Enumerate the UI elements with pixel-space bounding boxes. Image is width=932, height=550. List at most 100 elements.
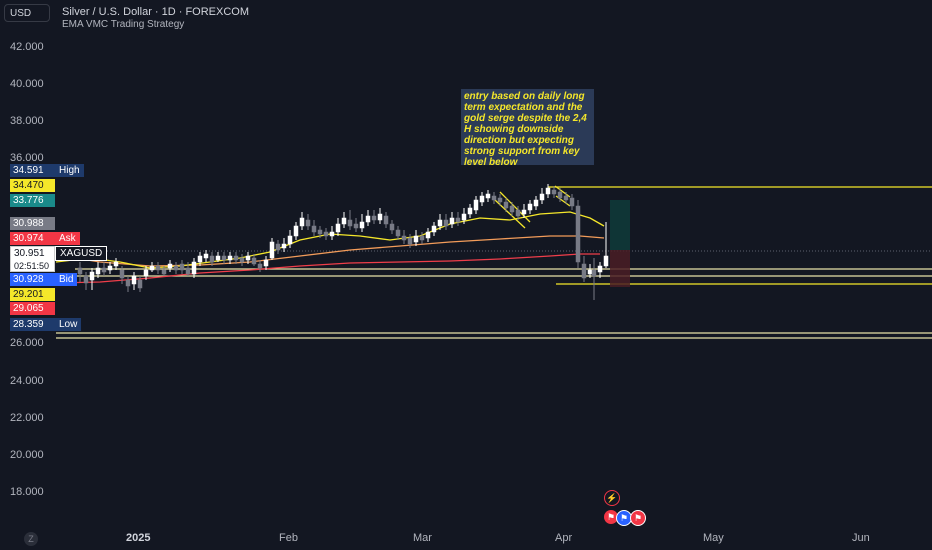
currency-button[interactable]: USD — [4, 4, 50, 22]
candle-body — [533, 199, 539, 207]
price-label: 22.000 — [10, 412, 44, 424]
candle-body — [545, 187, 551, 195]
time-label: Mar — [413, 532, 432, 544]
level-tag: 29.065 — [10, 302, 55, 315]
candle-body — [167, 263, 173, 269]
price-label: 20.000 — [10, 449, 44, 461]
time-label: Feb — [279, 532, 298, 544]
candle-body — [389, 223, 395, 231]
strategy-name[interactable]: EMA VMC Trading Strategy — [62, 19, 185, 30]
candle-body — [101, 267, 107, 273]
candle-body — [539, 193, 545, 201]
candle-body — [227, 255, 233, 261]
candle-body — [527, 203, 533, 211]
us-flag-icon[interactable]: ⚑ — [616, 510, 632, 526]
candle-body — [335, 223, 341, 233]
level-tag: 33.776 — [10, 194, 55, 207]
candle-body — [323, 231, 329, 237]
bid-name-tag: Bid — [55, 273, 78, 286]
candle-body — [149, 265, 155, 271]
ask-name-tag: Ask — [55, 232, 80, 245]
last-price-value: 30.951 — [14, 248, 45, 259]
candle-body — [509, 205, 515, 213]
candle-body — [131, 275, 137, 285]
us-flag-icon[interactable]: ⚑ — [630, 510, 646, 526]
candle-body — [473, 199, 479, 211]
low-name-tag: Low — [55, 318, 82, 331]
zoom-icon[interactable]: Z — [24, 532, 38, 546]
candle-body — [557, 191, 563, 199]
candle-body — [347, 219, 353, 227]
high-value-tag: 34.591 — [10, 164, 55, 177]
candle-body — [251, 257, 257, 265]
candle-body — [377, 213, 383, 221]
time-label: May — [703, 532, 724, 544]
trend-channel-upper[interactable] — [499, 191, 531, 223]
candle-body — [353, 223, 359, 229]
candle-body — [431, 225, 437, 233]
candle-body — [449, 217, 455, 225]
long-position-box[interactable] — [610, 200, 630, 287]
price-label: 40.000 — [10, 78, 44, 90]
candle-body — [161, 269, 167, 275]
candle-body — [365, 215, 371, 223]
candle-body — [401, 235, 407, 241]
high-name-tag: High — [55, 164, 84, 177]
price-label: 18.000 — [10, 486, 44, 498]
candle-body — [269, 241, 275, 259]
candle-body — [107, 265, 113, 271]
candle-body — [209, 255, 215, 263]
candle-body — [125, 279, 131, 287]
candle-body — [575, 205, 581, 263]
candle-body — [359, 221, 365, 229]
candle-body — [233, 255, 239, 261]
candle-body — [467, 207, 473, 215]
candle-body — [569, 197, 575, 207]
candle-body — [287, 235, 293, 245]
candle-body — [221, 255, 227, 261]
candle-body — [89, 271, 95, 281]
candle-body — [95, 267, 101, 275]
low-value-tag: 28.359 — [10, 318, 55, 331]
candle-body — [419, 235, 425, 241]
last-price-tag: 30.951 02:51:50 — [10, 246, 55, 272]
trade-note-annotation[interactable]: entry based on daily long term expectati… — [461, 89, 594, 168]
candle-body — [551, 189, 557, 195]
candle-body — [281, 243, 287, 249]
bar-countdown: 02:51:50 — [14, 261, 50, 271]
candle-body — [443, 219, 449, 227]
candle-body — [587, 269, 593, 275]
key-levels — [56, 186, 932, 339]
candle-body — [197, 255, 203, 263]
candle-body — [455, 217, 461, 223]
chart-title: Silver / U.S. Dollar · 1D · FOREXCOM — [62, 6, 250, 18]
candle-body — [371, 215, 377, 221]
ask-value-tag: 30.974 — [10, 232, 55, 245]
us-flag-icon[interactable]: ⚑ — [604, 510, 618, 524]
trend-channel-upper2[interactable] — [554, 185, 571, 198]
lightning-icon[interactable]: ⚡ — [604, 490, 620, 506]
candle-body — [479, 195, 485, 203]
candle-body — [591, 269, 597, 277]
time-label: 2025 — [126, 532, 151, 544]
candle-body — [113, 261, 119, 267]
candle-body — [437, 219, 443, 227]
candle-body — [155, 265, 161, 271]
candle-body — [191, 261, 197, 275]
candle-body — [329, 231, 335, 237]
candle-body — [425, 231, 431, 239]
candle-body — [185, 267, 191, 275]
candle-body — [203, 253, 209, 259]
candle-body — [257, 263, 263, 269]
candle-body — [341, 217, 347, 225]
price-label: 26.000 — [10, 337, 44, 349]
candle-body — [597, 265, 603, 273]
candles[interactable] — [77, 184, 609, 300]
candle-body — [119, 269, 125, 279]
candle-body — [299, 217, 305, 227]
price-label: 24.000 — [10, 375, 44, 387]
candle-body — [77, 267, 83, 275]
candle-body — [521, 209, 527, 215]
candle-body — [461, 213, 467, 221]
